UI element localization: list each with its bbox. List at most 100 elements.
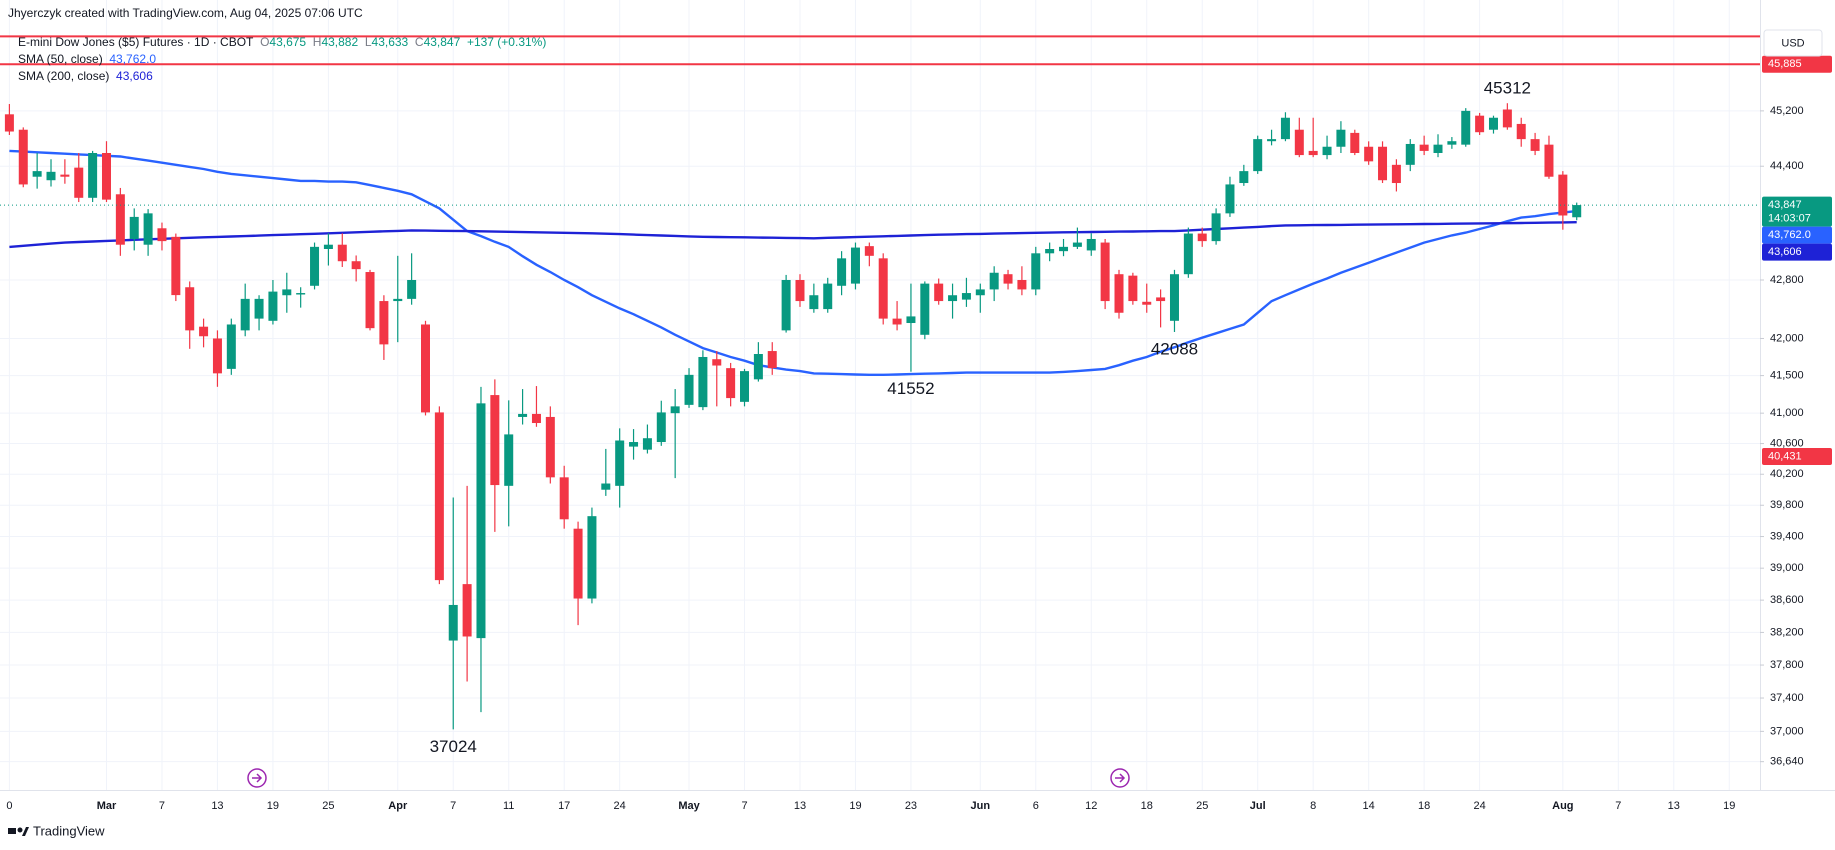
- y-tick-label: 42,800: [1770, 274, 1804, 286]
- candle-body: [310, 246, 320, 286]
- candle-body: [504, 434, 514, 486]
- indicator-name: SMA (50, close): [18, 52, 103, 66]
- price-label-box: [1762, 243, 1832, 261]
- symbol-legend: E-mini Dow Jones ($5) Futures · 1D · CBO…: [18, 35, 546, 49]
- candle-body: [1142, 301, 1152, 305]
- x-tick-label: 13: [1668, 800, 1680, 812]
- candle-body: [185, 287, 195, 331]
- candle-body: [143, 213, 153, 245]
- candle-body: [1059, 246, 1069, 252]
- candle-body: [531, 413, 541, 424]
- candle-body: [864, 246, 874, 256]
- candle-body: [975, 289, 985, 296]
- x-tick-label: Aug: [1552, 800, 1573, 812]
- candle-body: [1419, 144, 1429, 151]
- candle-body: [115, 194, 125, 245]
- x-tick-label: 8: [1310, 800, 1316, 812]
- candle-body: [559, 477, 569, 520]
- level-label-box: [1762, 55, 1832, 73]
- candle-body: [1350, 132, 1360, 153]
- candle-body: [1267, 139, 1277, 142]
- x-tick-label: 23: [905, 800, 917, 812]
- candle-body: [199, 326, 209, 337]
- candle-body: [1211, 213, 1221, 242]
- x-tick-label: 7: [1615, 800, 1621, 812]
- event-icon[interactable]: [1110, 768, 1130, 788]
- indicator-name: SMA (200, close): [18, 69, 110, 83]
- x-tick-label: 17: [558, 800, 570, 812]
- candle-body: [323, 244, 333, 250]
- price-label-box: [1762, 226, 1832, 244]
- candle-body: [1031, 253, 1041, 290]
- candle-body: [1544, 144, 1554, 177]
- candle-body: [1086, 238, 1096, 251]
- l-value: 43,633: [371, 35, 409, 49]
- x-tick-label: 7: [450, 800, 456, 812]
- change: +137 (+0.31%): [466, 35, 547, 49]
- y-tick-label: 40,200: [1770, 468, 1804, 480]
- candle-body: [934, 283, 944, 302]
- candle-body: [878, 258, 888, 319]
- candle-body: [906, 316, 916, 324]
- annotation: 45312: [1484, 79, 1531, 98]
- candle-body: [171, 236, 181, 296]
- candle-body: [1405, 143, 1415, 165]
- candle-body: [712, 359, 722, 366]
- candle-body: [809, 295, 819, 310]
- c-label: C: [414, 35, 424, 49]
- candle-body: [1558, 174, 1568, 216]
- currency-box[interactable]: [1763, 29, 1823, 57]
- event-icon[interactable]: [247, 768, 267, 788]
- candle-body: [1378, 146, 1388, 181]
- candle-body: [850, 247, 860, 284]
- currency: USD: [1781, 37, 1804, 49]
- annotation: 42088: [1151, 339, 1198, 358]
- candle-body: [1502, 109, 1512, 128]
- candle-body: [726, 368, 736, 399]
- x-tick-label: 14: [1363, 800, 1375, 812]
- h-label: H: [312, 35, 322, 49]
- candle-body: [351, 261, 361, 270]
- candle-body: [1447, 141, 1457, 145]
- x-tick-label: Apr: [388, 800, 408, 812]
- candle-body: [629, 442, 639, 447]
- indicator-legend: SMA (200, close) 43,606: [18, 69, 153, 83]
- candle-body: [1461, 110, 1471, 145]
- candle-body: [698, 356, 708, 408]
- x-tick-label: Jun: [971, 800, 991, 812]
- y-tick-label: 42,000: [1770, 332, 1804, 344]
- candle-body: [1197, 233, 1207, 242]
- x-tick-label: 25: [322, 800, 334, 812]
- candle-body: [989, 272, 999, 290]
- x-tick-label: 13: [211, 800, 223, 812]
- symbol: E-mini Dow Jones ($5) Futures · 1D · CBO…: [18, 35, 254, 49]
- candle-body: [684, 374, 694, 405]
- sma-line: [9, 149, 1577, 376]
- x-tick-label: 6: [1033, 800, 1039, 812]
- candle-body: [448, 604, 458, 641]
- candle-body: [961, 293, 971, 300]
- candle-body: [157, 228, 167, 242]
- candle-body: [1294, 129, 1304, 156]
- candle-body: [1475, 115, 1485, 133]
- x-tick-label: 18: [1418, 800, 1430, 812]
- candle-body: [1128, 275, 1138, 302]
- candle-body: [1072, 242, 1082, 247]
- candle-body: [837, 258, 847, 286]
- sma-line: [9, 221, 1577, 249]
- candle-body: [1225, 184, 1235, 214]
- x-tick-label: 7: [741, 800, 747, 812]
- credit: Jhyerczyk created with TradingView.com, …: [8, 6, 363, 20]
- price-label: 43,762.0: [1768, 229, 1811, 241]
- indicator-legend: SMA (50, close) 43,762.0: [18, 52, 156, 66]
- y-tick-label: 38,200: [1770, 626, 1804, 638]
- candle-body: [601, 483, 611, 490]
- candle-body: [88, 152, 98, 198]
- candle-body: [1336, 129, 1346, 147]
- candle-body: [476, 403, 486, 639]
- x-tick-label: Mar: [97, 800, 117, 812]
- price-label-box: [1762, 447, 1832, 465]
- o-value: 43,675: [269, 35, 307, 49]
- x-tick-label: 7: [159, 800, 165, 812]
- y-tick-label: 40,600: [1770, 437, 1804, 449]
